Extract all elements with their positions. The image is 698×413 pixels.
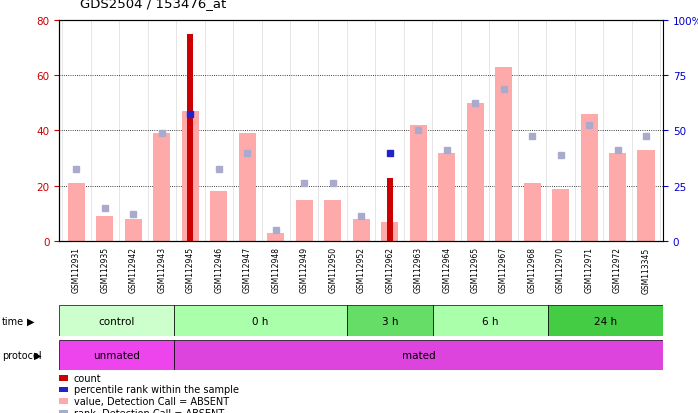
Text: value, Detection Call = ABSENT: value, Detection Call = ABSENT — [74, 396, 229, 406]
Bar — [239, 134, 256, 242]
Text: percentile rank within the sample: percentile rank within the sample — [74, 385, 239, 394]
Text: GSM112948: GSM112948 — [272, 247, 281, 292]
Text: GSM112952: GSM112952 — [357, 247, 366, 292]
Text: GSM112962: GSM112962 — [385, 247, 394, 292]
Text: 6 h: 6 h — [482, 316, 499, 326]
Text: GSM112970: GSM112970 — [556, 247, 565, 293]
Bar — [174, 340, 663, 370]
Bar — [381, 222, 399, 242]
Bar — [637, 150, 655, 242]
Bar — [187, 34, 193, 242]
Bar — [410, 126, 426, 242]
Text: GSM112972: GSM112972 — [613, 247, 622, 292]
Bar — [181, 112, 199, 242]
Text: GSM112949: GSM112949 — [299, 247, 309, 293]
Bar — [387, 178, 393, 242]
Bar — [154, 134, 170, 242]
Text: 3 h: 3 h — [382, 316, 399, 326]
Bar — [581, 114, 597, 242]
Text: GSM112946: GSM112946 — [214, 247, 223, 293]
Bar — [125, 220, 142, 242]
Bar — [347, 306, 433, 337]
Bar — [59, 306, 174, 337]
Text: 0 h: 0 h — [253, 316, 269, 326]
Bar — [548, 306, 663, 337]
Text: GSM113345: GSM113345 — [641, 247, 651, 293]
Text: GSM112971: GSM112971 — [584, 247, 593, 292]
Bar — [324, 200, 341, 242]
Bar — [495, 68, 512, 242]
Text: GSM112968: GSM112968 — [528, 247, 537, 292]
Text: protocol: protocol — [2, 350, 42, 360]
Text: GSM112963: GSM112963 — [414, 247, 423, 293]
Text: GSM112967: GSM112967 — [499, 247, 508, 293]
Text: GDS2504 / 153476_at: GDS2504 / 153476_at — [80, 0, 227, 10]
Text: GSM112964: GSM112964 — [442, 247, 451, 293]
Bar — [352, 220, 370, 242]
Text: ▶: ▶ — [34, 350, 41, 360]
Text: 24 h: 24 h — [594, 316, 617, 326]
Bar — [438, 153, 455, 242]
Text: control: control — [98, 316, 135, 326]
Bar — [210, 192, 228, 242]
Text: mated: mated — [402, 350, 436, 360]
Text: ▶: ▶ — [27, 316, 34, 326]
Bar — [466, 104, 484, 242]
Text: GSM112942: GSM112942 — [129, 247, 138, 292]
Text: GSM112965: GSM112965 — [470, 247, 480, 293]
Text: time: time — [2, 316, 24, 326]
Text: GSM112931: GSM112931 — [72, 247, 81, 292]
Text: GSM112943: GSM112943 — [157, 247, 166, 293]
Bar — [68, 184, 85, 242]
Text: GSM112950: GSM112950 — [328, 247, 337, 293]
Text: GSM112935: GSM112935 — [101, 247, 110, 293]
Bar — [609, 153, 626, 242]
Bar — [96, 217, 114, 242]
Bar — [552, 189, 569, 242]
Text: count: count — [74, 373, 102, 383]
Text: unmated: unmated — [94, 350, 140, 360]
Bar — [433, 306, 548, 337]
Text: GSM112947: GSM112947 — [243, 247, 252, 293]
Text: GSM112945: GSM112945 — [186, 247, 195, 293]
Bar — [59, 340, 174, 370]
Bar — [267, 233, 284, 242]
Text: rank, Detection Call = ABSENT: rank, Detection Call = ABSENT — [74, 408, 224, 413]
Bar — [174, 306, 347, 337]
Bar — [296, 200, 313, 242]
Bar — [524, 184, 541, 242]
